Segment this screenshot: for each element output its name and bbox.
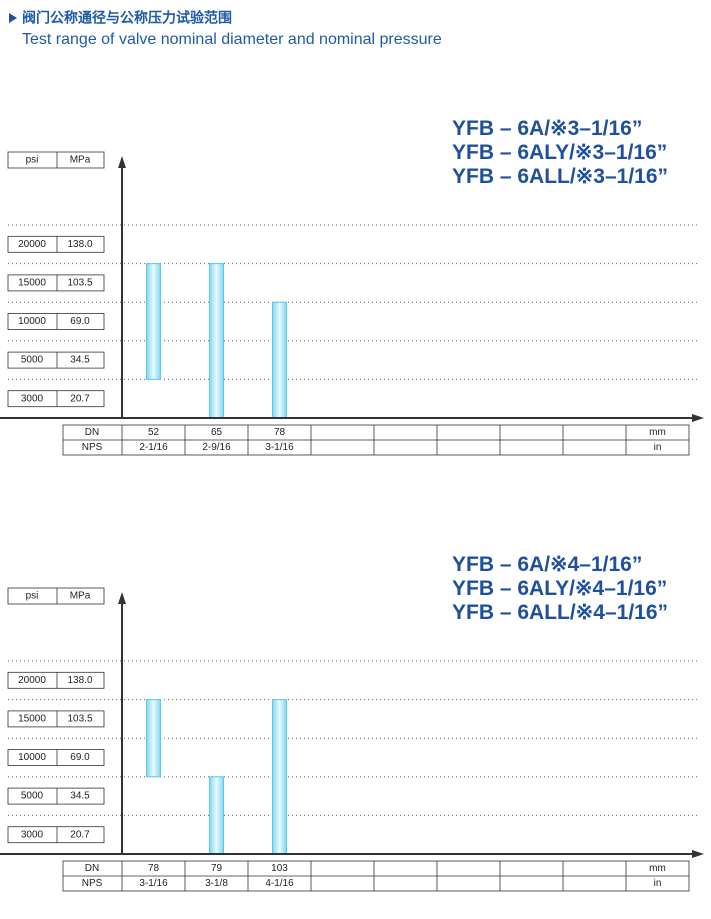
model-name: YFB – 6A/※3–1/16”	[452, 117, 642, 140]
title-marker	[9, 13, 17, 23]
level-box	[7, 235, 105, 253]
range-bar	[272, 699, 287, 855]
dn-label: 52	[148, 427, 160, 438]
psi-label: 5000	[21, 355, 44, 366]
level-box	[7, 351, 105, 369]
unit-label: mm	[649, 863, 666, 874]
dn-label: 79	[211, 863, 223, 874]
range-bar	[209, 263, 224, 419]
page-title: 阀门公称通径与公称压力试验范围	[22, 10, 232, 26]
dn-label: 103	[271, 863, 288, 874]
y-header: MPa	[70, 591, 91, 602]
nps-label: 3-1/8	[205, 878, 228, 889]
mpa-label: 69.0	[70, 752, 90, 763]
range-bar	[209, 776, 224, 855]
mpa-label: 69.0	[70, 316, 90, 327]
y-header: psi	[26, 155, 39, 166]
x-header: DN	[85, 863, 99, 874]
mpa-label: 34.5	[70, 791, 90, 802]
psi-label: 15000	[18, 278, 46, 289]
y-axis-arrow	[118, 156, 126, 168]
mpa-label: 138.0	[67, 675, 92, 686]
mpa-label: 138.0	[67, 239, 92, 250]
level-box	[7, 826, 105, 844]
mpa-label: 20.7	[70, 829, 90, 840]
nps-label: 2-9/16	[202, 442, 231, 453]
nps-label: 4-1/16	[265, 878, 294, 889]
psi-label: 15000	[18, 714, 46, 725]
model-name: YFB – 6ALY/※4–1/16”	[452, 577, 667, 600]
psi-label: 3000	[21, 393, 44, 404]
dn-label: 78	[274, 427, 286, 438]
unit-label: in	[654, 442, 662, 453]
x-header: NPS	[82, 878, 103, 889]
x-header: DN	[85, 427, 99, 438]
level-box	[7, 274, 105, 292]
range-bar	[272, 301, 287, 419]
y-header: psi	[26, 591, 39, 602]
nps-label: 3-1/16	[139, 878, 168, 889]
nps-label: 2-1/16	[139, 442, 168, 453]
x-axis-arrow	[692, 850, 704, 858]
psi-label: 5000	[21, 791, 44, 802]
x-axis-arrow	[692, 414, 704, 422]
psi-label: 20000	[18, 239, 46, 250]
unit-label: mm	[649, 427, 666, 438]
mpa-label: 103.5	[67, 278, 92, 289]
y-header-box	[7, 151, 105, 169]
psi-label: 10000	[18, 316, 46, 327]
level-box	[7, 710, 105, 728]
unit-label: in	[654, 878, 662, 889]
x-header: NPS	[82, 442, 103, 453]
level-box	[7, 390, 105, 408]
mpa-label: 20.7	[70, 393, 90, 404]
range-bar	[146, 699, 161, 778]
level-box	[7, 671, 105, 689]
y-header-box	[7, 587, 105, 605]
level-box	[7, 787, 105, 805]
dn-label: 65	[211, 427, 223, 438]
mpa-label: 34.5	[70, 355, 90, 366]
mpa-label: 103.5	[67, 714, 92, 725]
page-subtitle: Test range of valve nominal diameter and…	[22, 31, 442, 48]
psi-label: 20000	[18, 675, 46, 686]
level-box	[7, 749, 105, 766]
model-name: YFB – 6ALY/※3–1/16”	[452, 141, 667, 164]
model-name: YFB – 6ALL/※3–1/16”	[452, 165, 668, 188]
range-bar	[146, 263, 161, 380]
psi-label: 10000	[18, 752, 46, 763]
y-header: MPa	[70, 155, 91, 166]
dn-label: 78	[148, 863, 160, 874]
psi-label: 3000	[21, 829, 44, 840]
model-name: YFB – 6ALL/※4–1/16”	[452, 601, 668, 624]
y-axis-arrow	[118, 592, 126, 604]
level-box	[7, 313, 105, 330]
nps-label: 3-1/16	[265, 442, 294, 453]
model-name: YFB – 6A/※4–1/16”	[452, 553, 642, 576]
